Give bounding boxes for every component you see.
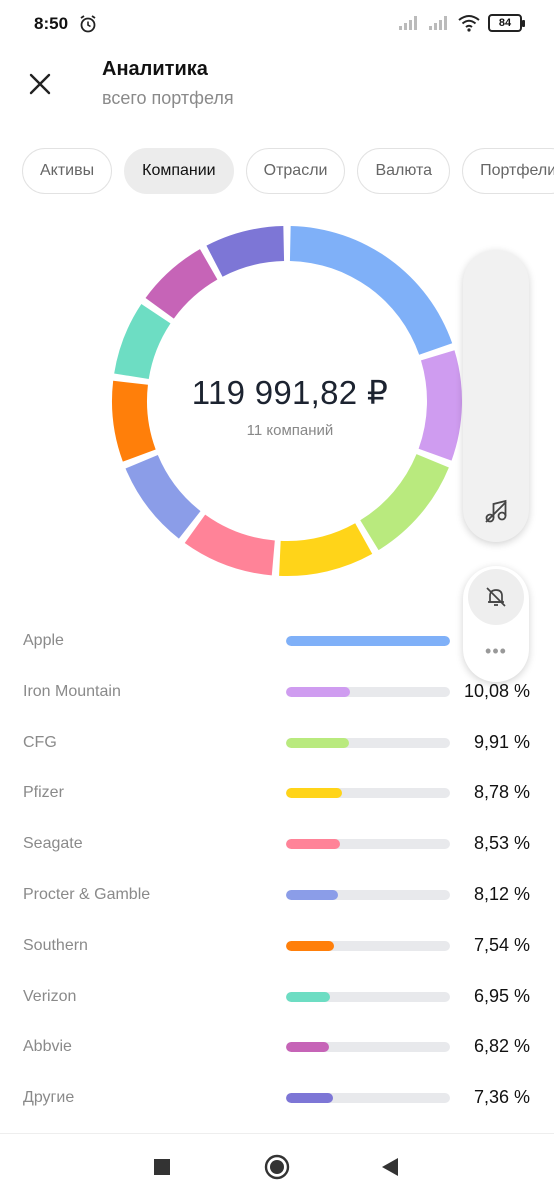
holding-share-fill xyxy=(286,839,341,850)
holding-name: Iron Mountain xyxy=(23,682,121,700)
floating-side-panel[interactable] xyxy=(463,250,529,542)
close-icon xyxy=(29,73,51,95)
holding-percent: 8,78 % xyxy=(473,782,530,803)
holding-row[interactable]: Pfizer 8,78 % xyxy=(0,768,554,819)
holding-name: Verizon xyxy=(23,987,77,1005)
mute-button[interactable] xyxy=(468,569,524,625)
donut-segment-cfg[interactable] xyxy=(360,454,449,551)
square-icon xyxy=(154,1159,170,1175)
holding-share-bar xyxy=(286,839,450,850)
tab-sectors[interactable]: Отрасли xyxy=(245,148,346,194)
bell-off-icon xyxy=(486,587,506,607)
holding-name: CFG xyxy=(23,733,57,751)
donut-segment-southern[interactable] xyxy=(112,380,156,462)
floating-actions-panel: ••• xyxy=(463,566,529,682)
donut-segment-abbvie[interactable] xyxy=(145,249,218,319)
holding-percent: 9,91 % xyxy=(473,731,530,752)
companies-count: 11 компаний xyxy=(246,422,334,439)
holding-row[interactable]: Seagate 8,53 % xyxy=(0,819,554,870)
holding-percent: 8,53 % xyxy=(473,833,530,854)
more-icon[interactable]: ••• xyxy=(485,640,507,661)
holding-name: Pfizer xyxy=(23,784,64,802)
status-time: 8:50 xyxy=(34,14,69,33)
donut-segment-другие[interactable] xyxy=(206,226,285,277)
holding-share-bar xyxy=(286,890,450,900)
page-title: Аналитика xyxy=(102,58,208,80)
holding-row[interactable]: Southern 7,54 % xyxy=(0,921,554,972)
tab-currency[interactable]: Валюта xyxy=(357,148,451,194)
holding-share-fill xyxy=(286,940,334,951)
donut-chart xyxy=(112,226,462,576)
page-subtitle: всего портфеля xyxy=(102,88,234,108)
holding-percent: 10,08 % xyxy=(463,680,530,701)
holding-share-fill xyxy=(286,1093,333,1104)
holding-share-fill xyxy=(286,991,331,1002)
close-button[interactable] xyxy=(22,66,58,102)
holding-row[interactable]: Iron Mountain 10,08 % xyxy=(0,667,554,718)
tab-portfolios[interactable]: Портфели xyxy=(462,148,554,194)
holding-row[interactable]: Abbvie 6,82 % xyxy=(0,1022,554,1073)
donut-segment-procter-gamble[interactable] xyxy=(125,454,201,539)
holding-name: Seagate xyxy=(23,835,83,853)
status-bar: 8:50 84 xyxy=(0,0,554,50)
wifi-icon xyxy=(458,15,480,32)
holding-share-bar xyxy=(286,737,450,748)
home-button[interactable] xyxy=(264,1154,290,1180)
holding-percent: 6,95 % xyxy=(473,985,530,1006)
signal-icon xyxy=(399,16,417,30)
portfolio-total: 119 991,82 ₽ xyxy=(191,374,389,411)
holding-share-bar xyxy=(286,940,450,951)
tab-companies[interactable]: Компании xyxy=(124,148,234,194)
holding-name: Apple xyxy=(23,632,64,649)
holding-share-bar xyxy=(286,636,450,646)
holding-row[interactable]: Verizon 6,95 % xyxy=(0,972,554,1023)
alarm-icon xyxy=(80,15,96,33)
signal-icon-2 xyxy=(429,16,447,30)
holding-row[interactable]: Другие 7,36 % xyxy=(0,1073,554,1124)
holding-share-fill xyxy=(286,890,338,900)
triangle-back-icon xyxy=(382,1158,398,1176)
holding-row[interactable]: Procter & Gamble 8,12 % xyxy=(0,870,554,921)
header: Аналитика всего портфеля xyxy=(0,50,554,130)
holding-name: Procter & Gamble xyxy=(23,886,151,903)
donut-segment-verizon[interactable] xyxy=(114,303,171,379)
tab-assets[interactable]: Активы xyxy=(22,148,113,194)
holding-share-fill xyxy=(286,737,350,748)
holding-percent: 7,36 % xyxy=(473,1087,530,1108)
recents-button[interactable] xyxy=(149,1154,175,1180)
holding-share-bar xyxy=(286,788,450,799)
circle-icon xyxy=(264,1154,290,1180)
holding-name: Другие xyxy=(23,1089,75,1107)
system-nav-bar xyxy=(0,1133,554,1200)
holding-name: Southern xyxy=(23,936,88,954)
tabs-bar: Активы Компании Отрасли Валюта Портфели xyxy=(22,148,554,194)
donut-segment-seagate[interactable] xyxy=(184,514,275,576)
holding-share-fill xyxy=(286,788,342,799)
holding-share-fill xyxy=(286,1042,330,1053)
holding-share-fill xyxy=(286,636,450,646)
donut-segment-pfizer[interactable] xyxy=(279,523,373,576)
holding-percent: 7,54 % xyxy=(473,934,530,955)
holding-share-bar xyxy=(286,1093,450,1104)
back-button[interactable] xyxy=(377,1154,403,1180)
music-off-icon[interactable] xyxy=(483,498,509,524)
holding-share-fill xyxy=(286,686,350,697)
battery-icon: 84 xyxy=(488,14,525,32)
holding-row[interactable]: Apple xyxy=(0,616,554,667)
holding-percent: 8,12 % xyxy=(473,884,530,904)
holding-name: Abbvie xyxy=(23,1038,72,1056)
donut-segment-iron-mountain[interactable] xyxy=(418,350,462,461)
holding-row[interactable]: CFG 9,91 % xyxy=(0,718,554,769)
holding-share-bar xyxy=(286,686,450,697)
holding-share-bar xyxy=(286,991,450,1002)
battery-level: 84 xyxy=(498,17,512,29)
holding-percent: 6,82 % xyxy=(473,1036,530,1057)
holding-share-bar xyxy=(286,1042,450,1053)
donut-segment-apple[interactable] xyxy=(289,226,453,355)
